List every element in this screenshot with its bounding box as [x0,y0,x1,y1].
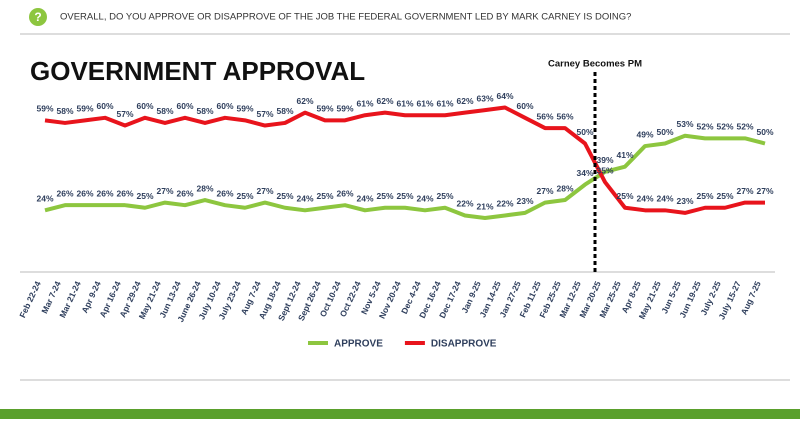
chart-title: GOVERNMENT APPROVAL [30,56,365,86]
value-label: 25% [716,191,733,201]
value-label: 25% [236,191,253,201]
value-label: 34% [576,168,593,178]
value-label: 24% [296,194,313,204]
value-label: 25% [396,191,413,201]
value-label: 25% [376,191,393,201]
question: OVERALL, DO YOU APPROVE OR DISAPPROVE OF… [60,12,631,23]
value-label: 60% [176,101,193,111]
value-label: 25% [616,191,633,201]
value-label: 61% [436,98,453,108]
value-label: 41% [616,150,633,160]
value-label: 62% [296,96,313,106]
value-label: 25% [696,191,713,201]
value-label: 61% [396,98,413,108]
value-label: 50% [576,127,593,137]
value-label: 21% [476,201,493,211]
legend-label: DISAPPROVE [431,339,497,350]
value-label: 58% [276,106,293,116]
value-label: 26% [176,188,193,198]
value-label: 58% [156,106,173,116]
value-label: 58% [56,106,73,116]
question-icon [29,8,47,26]
value-label: 25% [316,191,333,201]
value-label: 27% [536,186,553,196]
value-label: 59% [236,104,253,114]
value-label: 22% [496,199,513,209]
value-label: 61% [416,98,433,108]
value-label: 22% [456,199,473,209]
value-label: 35% [596,165,613,175]
value-label: 26% [216,188,233,198]
value-label: 49% [636,129,653,139]
value-label: 24% [36,194,53,204]
value-label: 27% [756,186,773,196]
value-label: 28% [556,183,573,193]
value-label: 50% [656,127,673,137]
value-label: 63% [476,93,493,103]
x-tick-label: Feb 22-24 [17,279,43,319]
value-label: 59% [36,104,53,114]
value-label: 26% [336,188,353,198]
value-label: 53% [676,119,693,129]
value-label: 24% [656,194,673,204]
value-label: 28% [196,183,213,193]
series-line [44,105,765,215]
value-label: 61% [356,98,373,108]
value-label: 52% [736,122,753,132]
value-label: 26% [116,188,133,198]
value-label: 27% [736,186,753,196]
value-label: 64% [496,91,513,101]
value-label: 23% [676,196,693,206]
legend-label: APPROVE [334,339,383,350]
value-label: 26% [76,188,93,198]
value-label: 52% [696,122,713,132]
value-label: 60% [136,101,153,111]
value-label: 59% [76,104,93,114]
value-label: 57% [116,109,133,119]
value-label: 25% [136,191,153,201]
annotation: Carney Becomes PM [548,59,642,70]
value-label: 60% [216,101,233,111]
value-label: 25% [436,191,453,201]
value-label: 50% [756,127,773,137]
value-label: 24% [356,194,373,204]
value-label: 25% [276,191,293,201]
value-label: 60% [516,101,533,111]
value-label: 58% [196,106,213,116]
question-mark: ? [34,10,41,24]
value-label: 62% [376,96,393,106]
value-label: 59% [336,104,353,114]
value-label: 39% [596,155,613,165]
value-label: 60% [96,101,113,111]
value-label: 56% [536,111,553,121]
value-label: 52% [716,122,733,132]
footer-bar [0,409,800,419]
value-label: 27% [256,186,273,196]
value-label: 62% [456,96,473,106]
value-label: 24% [416,194,433,204]
value-label: 26% [96,188,113,198]
value-label: 24% [636,194,653,204]
value-label: 26% [56,188,73,198]
value-label: 59% [316,104,333,114]
value-label: 57% [256,109,273,119]
value-label: 56% [556,111,573,121]
value-label: 23% [516,196,533,206]
series-line [44,133,766,221]
value-label: 27% [156,186,173,196]
